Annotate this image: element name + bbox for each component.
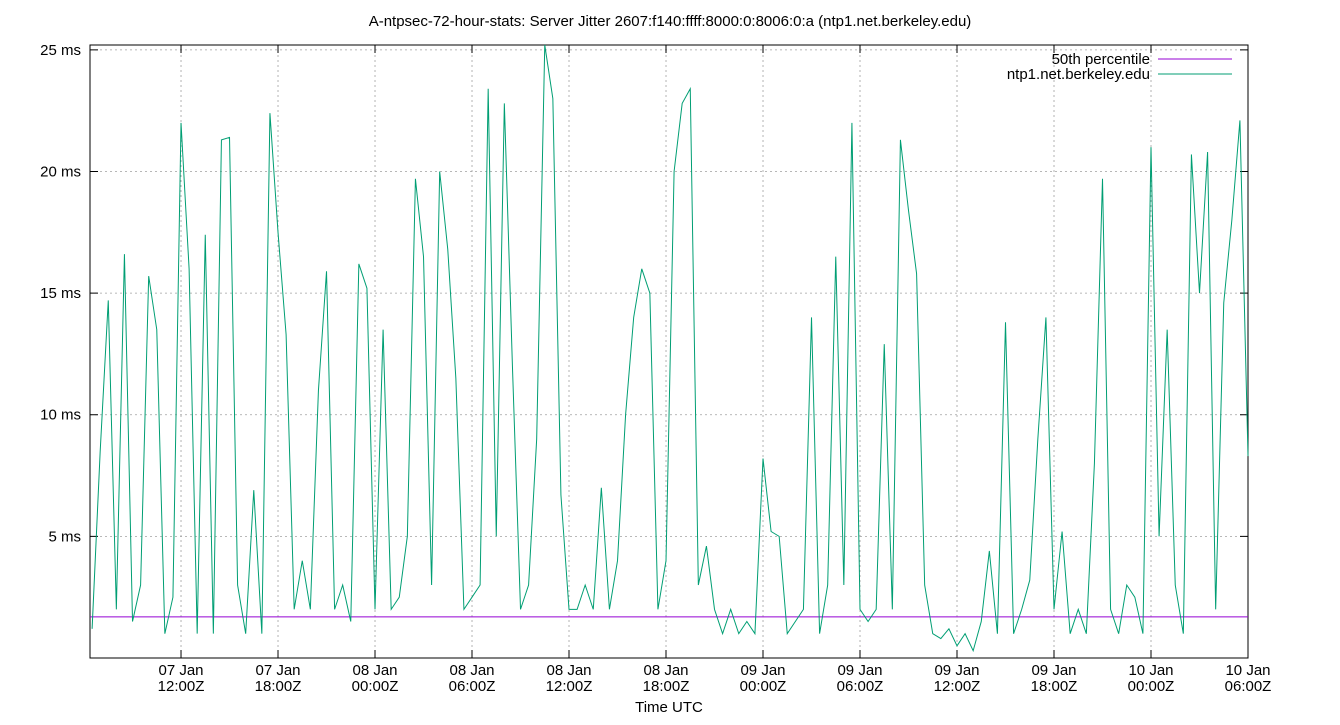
x-axis-label: Time UTC	[635, 699, 703, 716]
x-tick-label: 08 Jan 00:00Z	[352, 662, 399, 695]
plot-frame	[89, 44, 1249, 659]
x-tick-label: 10 Jan 06:00Z	[1225, 662, 1272, 695]
chart-title: A-ntpsec-72-hour-stats: Server Jitter 26…	[369, 13, 972, 30]
legend-label: 50th percentile	[1052, 51, 1150, 68]
x-tick-label: 09 Jan 12:00Z	[934, 662, 981, 695]
x-tick-label: 07 Jan 12:00Z	[158, 662, 205, 695]
x-tick-label: 08 Jan 12:00Z	[546, 662, 593, 695]
y-tick-label: 10 ms	[40, 407, 81, 424]
y-tick-label: 5 ms	[48, 528, 81, 545]
x-tick-label: 10 Jan 00:00Z	[1128, 662, 1175, 695]
x-tick-label: 08 Jan 18:00Z	[643, 662, 690, 695]
y-tick-label: 20 ms	[40, 163, 81, 180]
x-tick-label: 09 Jan 06:00Z	[837, 662, 884, 695]
x-tick-label: 09 Jan 00:00Z	[740, 662, 787, 695]
x-tick-label: 08 Jan 06:00Z	[449, 662, 496, 695]
y-tick-label: 15 ms	[40, 285, 81, 302]
x-tick-label: 09 Jan 18:00Z	[1031, 662, 1078, 695]
data-line	[91, 44, 1249, 653]
legend-label: ntp1.net.berkeley.edu	[1007, 66, 1150, 83]
x-tick-label: 07 Jan 18:00Z	[255, 662, 302, 695]
y-tick-label: 25 ms	[40, 42, 81, 59]
